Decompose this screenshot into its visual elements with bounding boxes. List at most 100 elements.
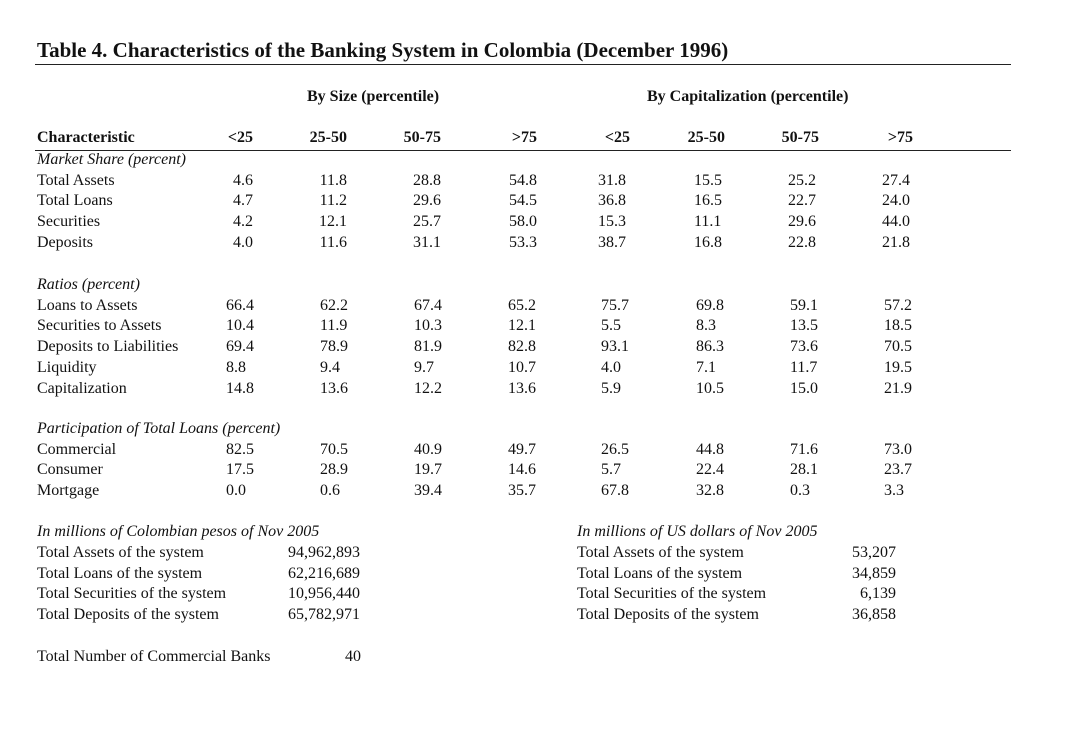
table-cell: 31.8 (598, 172, 626, 189)
row-label: Consumer (37, 461, 103, 478)
row-label: Commercial (37, 441, 117, 458)
table-cell: 66.4 (226, 297, 254, 314)
column-header: <25 (604, 129, 630, 146)
pesos-row-label: Total Assets of the system (37, 544, 204, 561)
row-label: Deposits to Liabilities (37, 338, 179, 355)
table-cell: 10.5 (696, 380, 724, 397)
table-cell: 24.0 (882, 192, 910, 209)
table-cell: 75.7 (601, 297, 629, 314)
table-cell: 22.8 (788, 234, 816, 251)
table-cell: 4.2 (233, 213, 253, 230)
table-cell: 25.2 (788, 172, 816, 189)
table-cell: 4.6 (233, 172, 253, 189)
table-cell: 10.7 (508, 359, 536, 376)
dollars-heading: In millions of US dollars of Nov 2005 (577, 523, 818, 540)
pesos-row-label: Total Securities of the system (37, 585, 227, 602)
table-cell: 62.2 (320, 297, 348, 314)
table-cell: 70.5 (320, 441, 348, 458)
table-cell: 28.1 (790, 461, 818, 478)
table-cell: 17.5 (226, 461, 254, 478)
dollars-row-label: Total Assets of the system (577, 544, 744, 561)
table-cell: 4.0 (233, 234, 253, 251)
row-label: Securities to Assets (37, 317, 162, 334)
table-cell: 11.7 (790, 359, 818, 376)
banks-label: Total Number of Commercial Banks (37, 648, 271, 665)
column-header-characteristic: Characteristic (37, 129, 135, 146)
table-cell: 4.0 (601, 359, 621, 376)
table-cell: 69.8 (696, 297, 724, 314)
table-cell: 39.4 (414, 482, 442, 499)
row-label: Liquidity (37, 359, 97, 376)
pesos-row-value: 94,962,893 (288, 544, 360, 561)
section-heading: Market Share (percent) (37, 151, 186, 168)
table-cell: 15.0 (790, 380, 818, 397)
table-cell: 13.6 (508, 380, 536, 397)
table-cell: 15.3 (598, 213, 626, 230)
table-cell: 44.8 (696, 441, 724, 458)
column-header: >75 (511, 129, 537, 146)
pesos-heading: In millions of Colombian pesos of Nov 20… (37, 523, 320, 540)
table-cell: 82.8 (508, 338, 536, 355)
pesos-row-value: 65,782,971 (288, 606, 360, 623)
table-cell: 5.9 (601, 380, 621, 397)
table-cell: 0.6 (320, 482, 340, 499)
dollars-row-label: Total Deposits of the system (577, 606, 759, 623)
table-cell: 4.7 (233, 192, 253, 209)
table-cell: 14.8 (226, 380, 254, 397)
row-label: Total Assets (37, 172, 115, 189)
table-cell: 54.5 (509, 192, 537, 209)
table-cell: 31.1 (413, 234, 441, 251)
row-label: Capitalization (37, 380, 127, 397)
table-cell: 27.4 (882, 172, 910, 189)
table-cell: 69.4 (226, 338, 254, 355)
row-label: Mortgage (37, 482, 100, 499)
table-cell: 67.8 (601, 482, 629, 499)
table-cell: 21.9 (884, 380, 912, 397)
table-cell: 29.6 (413, 192, 441, 209)
table-cell: 26.5 (601, 441, 629, 458)
dollars-row-value: 53,207 (852, 544, 896, 561)
table-cell: 22.7 (788, 192, 816, 209)
table-cell: 35.7 (508, 482, 536, 499)
table-cell: 16.5 (694, 192, 722, 209)
section-heading: Ratios (percent) (37, 276, 140, 293)
table-cell: 58.0 (509, 213, 537, 230)
table-cell: 11.2 (319, 192, 347, 209)
column-header: >75 (887, 129, 913, 146)
table-cell: 59.1 (790, 297, 818, 314)
column-header: 25-50 (309, 129, 347, 146)
dollars-row-label: Total Securities of the system (577, 585, 767, 602)
table-cell: 18.5 (884, 317, 912, 334)
table-cell: 0.3 (790, 482, 810, 499)
table-cell: 78.9 (320, 338, 348, 355)
table-cell: 12.1 (508, 317, 536, 334)
row-label: Deposits (37, 234, 93, 251)
table-cell: 14.6 (508, 461, 536, 478)
row-label: Loans to Assets (37, 297, 138, 314)
table-cell: 65.2 (508, 297, 536, 314)
column-header: <25 (227, 129, 253, 146)
table-cell: 8.3 (696, 317, 716, 334)
table-cell: 28.9 (320, 461, 348, 478)
table-cell: 36.8 (598, 192, 626, 209)
table-cell: 19.5 (884, 359, 912, 376)
table-cell: 11.1 (694, 213, 722, 230)
table-cell: 9.7 (414, 359, 434, 376)
table-cell: 16.8 (694, 234, 722, 251)
table-cell: 57.2 (884, 297, 912, 314)
dollars-row-value: 6,139 (860, 585, 896, 602)
table-cell: 11.6 (319, 234, 347, 251)
table-cell: 9.4 (320, 359, 340, 376)
table-cell: 93.1 (601, 338, 629, 355)
table-cell: 5.7 (601, 461, 621, 478)
table-cell: 38.7 (598, 234, 626, 251)
table-cell: 82.5 (226, 441, 254, 458)
table-cell: 49.7 (508, 441, 536, 458)
title-rule (35, 64, 1011, 65)
table-cell: 12.1 (319, 213, 347, 230)
group-header-size: By Size (percentile) (307, 88, 440, 105)
section-heading: Participation of Total Loans (percent) (37, 420, 281, 437)
dollars-row-value: 34,859 (852, 565, 896, 582)
table-cell: 12.2 (414, 380, 442, 397)
